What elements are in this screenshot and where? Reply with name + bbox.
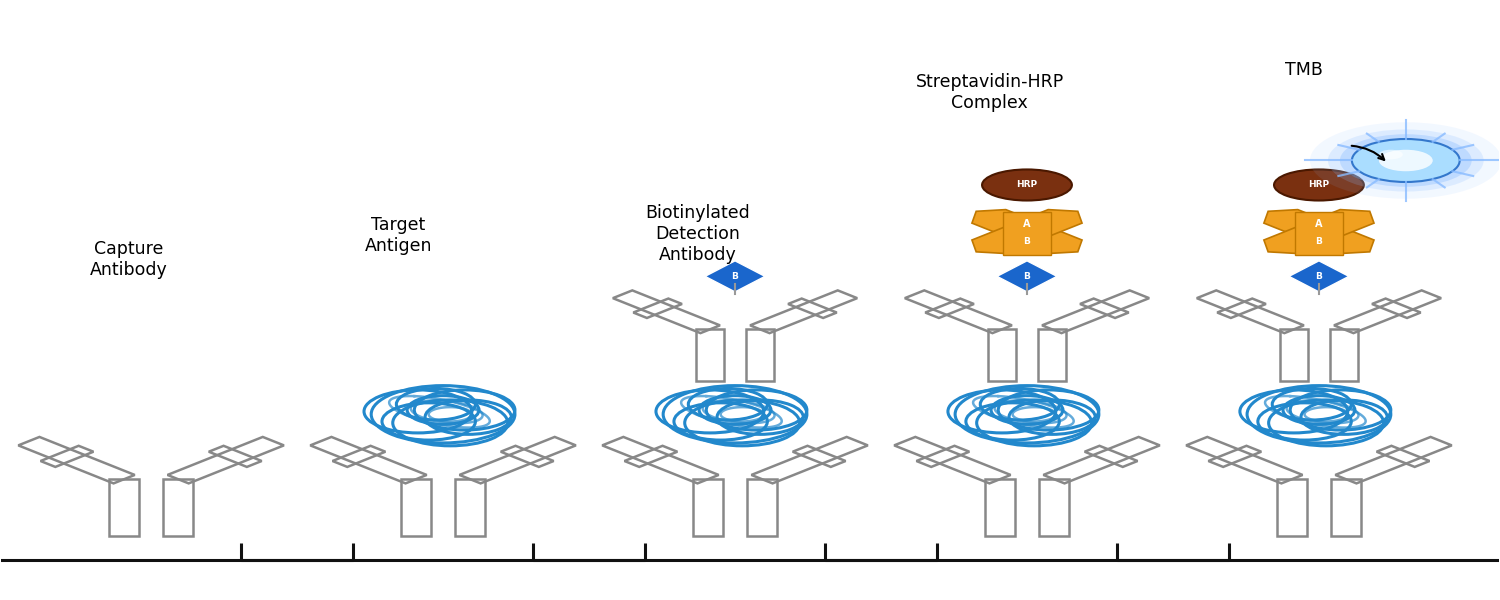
Bar xyxy=(747,479,777,536)
Text: B: B xyxy=(1316,272,1323,281)
Polygon shape xyxy=(972,209,1044,238)
Bar xyxy=(1330,479,1360,536)
Bar xyxy=(1276,479,1306,536)
Polygon shape xyxy=(1010,209,1082,238)
Circle shape xyxy=(1328,130,1484,191)
Text: TMB: TMB xyxy=(1286,61,1323,79)
Bar xyxy=(1281,329,1308,382)
Bar xyxy=(746,329,774,382)
Bar xyxy=(1040,479,1070,536)
Circle shape xyxy=(1340,134,1472,187)
Polygon shape xyxy=(1264,225,1336,254)
Bar xyxy=(1294,212,1342,256)
Bar xyxy=(1004,212,1052,256)
Polygon shape xyxy=(998,261,1058,292)
Ellipse shape xyxy=(1274,169,1364,200)
Bar xyxy=(110,479,140,536)
Bar xyxy=(400,479,430,536)
Ellipse shape xyxy=(982,169,1072,200)
Text: B: B xyxy=(732,272,738,281)
Bar xyxy=(1330,329,1358,382)
Polygon shape xyxy=(1010,225,1082,254)
Circle shape xyxy=(1310,122,1500,199)
Circle shape xyxy=(1352,139,1460,182)
Bar xyxy=(454,479,484,536)
Bar xyxy=(696,329,724,382)
Bar xyxy=(1038,329,1065,382)
Text: HRP: HRP xyxy=(1017,181,1038,190)
Polygon shape xyxy=(705,261,765,292)
Bar xyxy=(164,479,194,536)
Bar xyxy=(986,479,1016,536)
Text: A: A xyxy=(1316,218,1323,229)
Text: Target
Antigen: Target Antigen xyxy=(364,217,432,255)
Text: B: B xyxy=(1316,237,1323,246)
Polygon shape xyxy=(1264,209,1336,238)
Bar xyxy=(988,329,1016,382)
Text: Streptavidin-HRP
Complex: Streptavidin-HRP Complex xyxy=(915,73,1064,112)
Polygon shape xyxy=(972,225,1044,254)
Bar xyxy=(693,479,723,536)
Text: HRP: HRP xyxy=(1308,181,1329,190)
Text: A: A xyxy=(1023,218,1031,229)
Text: B: B xyxy=(1023,237,1031,246)
Circle shape xyxy=(1378,150,1402,160)
Polygon shape xyxy=(1302,225,1374,254)
Text: B: B xyxy=(1023,272,1031,281)
Polygon shape xyxy=(1302,209,1374,238)
Polygon shape xyxy=(1288,261,1348,292)
Circle shape xyxy=(1378,150,1432,171)
Text: Biotinylated
Detection
Antibody: Biotinylated Detection Antibody xyxy=(645,205,750,264)
Text: Capture
Antibody: Capture Antibody xyxy=(90,240,168,279)
